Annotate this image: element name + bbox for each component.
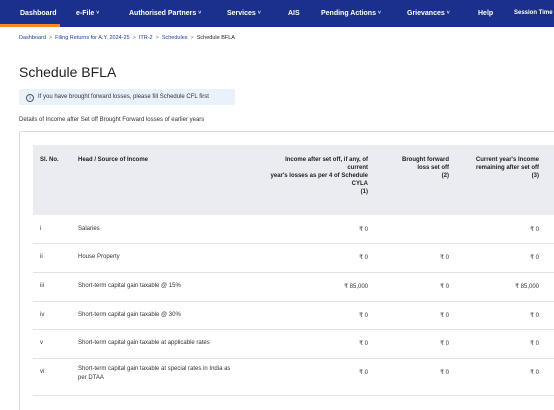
table-row: v Short-term capital gain taxable at app…: [33, 330, 554, 359]
breadcrumb-separator: >: [155, 35, 159, 41]
info-banner: i If you have brought forward losses, ple…: [19, 89, 235, 105]
cell-col2: ₹ 0: [440, 313, 449, 319]
header-col2-line: (2): [441, 173, 449, 179]
cell-col1: ₹ 0: [359, 227, 368, 233]
table-row: vi Short-term capital gain taxable at sp…: [33, 359, 554, 396]
chevron-down-icon: ˅: [96, 10, 100, 16]
header-col3-line: Current year's Income: [475, 157, 539, 163]
breadcrumb-schedules[interactable]: Schedules: [161, 35, 188, 41]
cell-head: House Property: [78, 254, 120, 260]
info-banner-text: If you have brought forward losses, plea…: [38, 94, 209, 100]
nav-authorised-partners[interactable]: Authorised Partners ˅: [129, 0, 201, 27]
nav-efile[interactable]: e-File ˅: [76, 0, 99, 27]
page-title: Schedule BFLA: [19, 64, 117, 80]
nav-active-indicator: [0, 24, 60, 27]
nav-grievances-label: Grievances: [407, 10, 445, 17]
cell-head: Short-term capital gain taxable @ 30%: [78, 312, 181, 318]
header-col2: Brought forward loss set off (2): [373, 156, 449, 180]
header-head-source: Head / Source of Income: [78, 157, 149, 163]
nav-dashboard-label: Dashboard: [20, 10, 57, 17]
cell-col2: ₹ 0: [440, 341, 449, 347]
header-col1-line: Income after set off, if any, of: [285, 157, 368, 163]
nav-pending-actions-label: Pending Actions: [321, 10, 376, 17]
breadcrumb-filing-returns[interactable]: Filing Returns for A.Y. 2024-25: [55, 35, 130, 41]
section-subheading: Details of Income after Set off Brought …: [19, 117, 205, 123]
nav-grievances[interactable]: Grievances ˅: [407, 0, 450, 27]
table-row: i Salaries ₹ 0 ₹ 0: [33, 215, 554, 244]
chevron-down-icon: ˅: [198, 10, 202, 16]
cell-col2: ₹ 0: [440, 370, 449, 376]
nav-efile-label: e-File: [76, 10, 95, 17]
header-col3-line: (3): [531, 173, 539, 179]
nav-session-time-label: Session Time: [514, 10, 553, 16]
cell-sl-no: iii: [40, 283, 44, 289]
breadcrumb-dashboard[interactable]: Dashboard: [19, 35, 46, 41]
nav-services[interactable]: Services ˅: [227, 0, 261, 27]
cell-sl-no: iv: [40, 312, 45, 318]
cell-sl-no: v: [40, 340, 43, 346]
nav-ais-label: AIS: [288, 10, 300, 17]
bfla-table: Sl. No. Head / Source of Income Income a…: [19, 131, 554, 410]
cell-col2: ₹ 0: [440, 284, 449, 290]
cell-col3: ₹ 0: [530, 255, 539, 261]
header-col1-line: year's losses as per 4 of Schedule: [270, 173, 368, 179]
nav-authorised-partners-label: Authorised Partners: [129, 10, 197, 17]
cell-col3: ₹ 0: [530, 341, 539, 347]
cell-sl-no: ii: [40, 254, 43, 260]
cell-col1: ₹ 85,000: [344, 284, 368, 290]
header-col1-line: CYLA: [351, 181, 368, 187]
chevron-down-icon: ˅: [257, 10, 261, 16]
table-header-row: Sl. No. Head / Source of Income Income a…: [33, 145, 554, 215]
table-row: iv Short-term capital gain taxable @ 30%…: [33, 302, 554, 330]
breadcrumb-separator: >: [132, 35, 136, 41]
header-sl-no: Sl. No.: [40, 157, 59, 163]
cell-col3: ₹ 0: [530, 227, 539, 233]
nav-help[interactable]: Help: [478, 0, 493, 27]
header-col1: Income after set off, if any, of current…: [233, 156, 368, 196]
cell-sl-no: vi: [40, 369, 45, 375]
cell-head: Short-term capital gain taxable at speci…: [78, 366, 231, 381]
cell-col3: ₹ 0: [530, 313, 539, 319]
header-col1-line: (1): [360, 189, 368, 195]
cell-sl-no: i: [40, 226, 42, 232]
cell-col3: ₹ 85,000: [515, 284, 539, 290]
cell-head: Salaries: [78, 226, 100, 232]
cell-head: Short-term capital gain taxable @ 15%: [78, 283, 181, 289]
header-col2-line: loss set off: [417, 165, 449, 171]
cell-col1: ₹ 0: [359, 370, 368, 376]
breadcrumb: Dashboard > Filing Returns for A.Y. 2024-2…: [19, 35, 235, 41]
cell-col1: ₹ 0: [359, 313, 368, 319]
breadcrumb-itr-2[interactable]: ITR-2: [138, 35, 153, 41]
cell-col3: ₹ 0: [530, 370, 539, 376]
header-col3: Current year's Income remaining after se…: [453, 156, 539, 180]
nav-session-time: Session Time: [514, 0, 553, 27]
chevron-down-icon: ˅: [446, 10, 450, 16]
cell-head: Short-term capital gain taxable at appli…: [78, 340, 210, 346]
cell-col1: ₹ 0: [359, 255, 368, 261]
nav-help-label: Help: [478, 10, 494, 17]
table-row: iii Short-term capital gain taxable @ 15…: [33, 273, 554, 302]
nav-dashboard[interactable]: Dashboard: [20, 0, 57, 27]
breadcrumb-separator: >: [190, 35, 194, 41]
top-navigation-bar: Dashboard e-File ˅ Authorised Partners ˅ S…: [0, 0, 554, 27]
cell-col1: ₹ 0: [359, 341, 368, 347]
breadcrumb-separator: >: [48, 35, 53, 41]
cell-col2: ₹ 0: [440, 255, 449, 261]
nav-ais[interactable]: AIS: [288, 0, 300, 27]
table-row: ii House Property ₹ 0 ₹ 0 ₹ 0: [33, 244, 554, 273]
info-icon: i: [26, 94, 34, 102]
nav-services-label: Services: [227, 10, 256, 17]
header-col1-line: current: [347, 165, 368, 171]
chevron-down-icon: ˅: [377, 10, 381, 16]
nav-pending-actions[interactable]: Pending Actions ˅: [321, 0, 381, 27]
header-col3-line: remaining after set off: [475, 165, 539, 171]
breadcrumb-current: Schedule BFLA: [196, 35, 235, 41]
header-col2-line: Brought forward: [402, 157, 449, 163]
